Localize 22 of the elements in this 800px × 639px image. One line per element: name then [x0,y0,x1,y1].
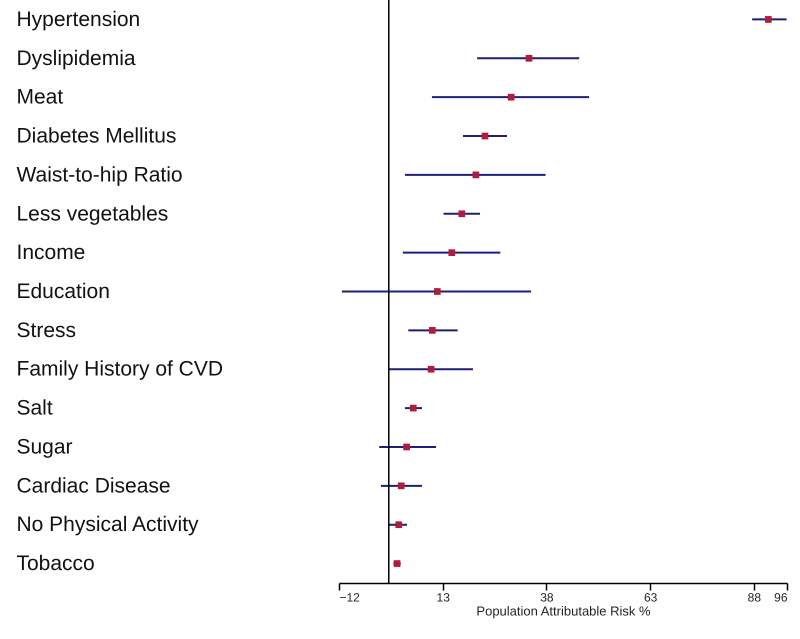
y-tick-label: Dyslipidemia [16,46,136,70]
y-tick-label: Education [16,280,110,303]
y-tick-label: Stress [16,318,76,342]
x-tick-label: 63 [644,590,658,604]
y-tick-label: Meat [16,86,64,109]
y-tick-label: Waist-to-hip Ratio [16,163,183,186]
y-tick-label: Salt [16,396,53,420]
x-tick-label: 88 [748,590,762,604]
y-tick-label: Sugar [16,435,73,458]
y-tick-label: Diabetes Mellitus [16,124,176,148]
x-tick-label: 96 [774,590,788,604]
x-tick-label: −12 [340,590,360,604]
x-tick-label: 13 [436,590,450,604]
x-tick-label: 38 [540,590,554,604]
y-tick-label: Tobacco [16,552,95,576]
y-tick-label: Cardiac Disease [16,474,171,498]
y-tick-label: Less vegetables [16,202,168,226]
y-tick-label: No Physical Activity [16,513,200,536]
y-tick-label: Income [16,241,86,264]
y-tick-label: Hypertension [16,8,140,31]
x-axis-title: Population Attributable Risk % [476,604,652,618]
y-tick-label: Family History of CVD [16,358,224,381]
